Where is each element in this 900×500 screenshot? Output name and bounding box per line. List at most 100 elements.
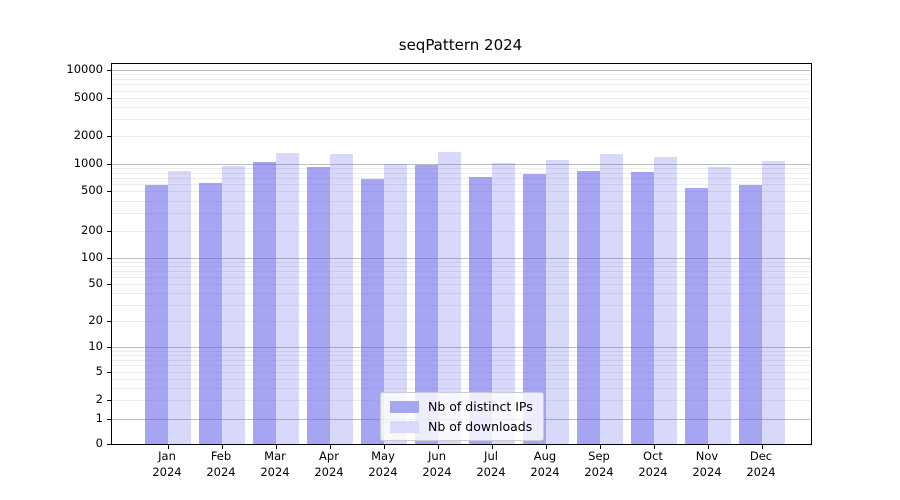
x-tick-mark: [708, 444, 709, 449]
y-tick-mark: [107, 136, 112, 137]
gridline-minor: [112, 387, 811, 389]
x-tick-label-mar: Mar 2024: [260, 449, 290, 479]
y-tick-label-1000: 1000: [73, 155, 103, 170]
gridline-major: [112, 347, 811, 348]
x-tick-label-sep: Sep 2024: [584, 449, 614, 479]
y-tick-label-10: 10: [88, 338, 103, 353]
y-tick-mark: [107, 231, 112, 232]
gridline-minor: [112, 350, 811, 352]
gridline-minor: [112, 372, 811, 373]
gridline-minor: [112, 321, 811, 322]
x-tick-mark: [492, 444, 493, 449]
gridline-minor: [112, 177, 811, 179]
y-tick-label-0: 0: [95, 435, 103, 450]
legend-swatch-distinct-ips: [390, 400, 419, 413]
y-tick-label-10000: 10000: [66, 61, 103, 76]
x-tick-mark: [168, 444, 169, 449]
y-tick-label-5000: 5000: [73, 89, 103, 104]
gridline-major: [112, 70, 811, 71]
bar-downloads-nov: [708, 166, 731, 444]
bar-distinct-ips-feb: [199, 182, 222, 444]
gridline-minor: [112, 84, 811, 86]
bar-distinct-ips-mar: [253, 162, 276, 444]
y-tick-label-500: 500: [81, 182, 103, 197]
x-tick-mark: [600, 444, 601, 449]
gridline-minor: [112, 191, 811, 192]
gridline-minor: [112, 359, 811, 361]
x-tick-label-nov: Nov 2024: [692, 449, 722, 479]
x-tick-mark: [438, 444, 439, 449]
gridline-major: [112, 164, 811, 165]
x-tick-label-may: May 2024: [368, 449, 398, 479]
gridline-minor: [112, 183, 811, 185]
legend-label-downloads: Nb of downloads: [428, 419, 533, 434]
y-tick-mark: [107, 372, 112, 373]
bar-distinct-ips-jan: [145, 185, 168, 444]
bar-downloads-feb: [222, 166, 245, 444]
y-tick-label-200: 200: [81, 222, 103, 237]
bar-downloads-jun: [438, 151, 461, 444]
y-tick-label-100: 100: [81, 249, 103, 264]
gridline-minor: [112, 277, 811, 279]
x-tick-mark: [384, 444, 385, 449]
y-tick-mark: [107, 70, 112, 71]
chart-title: seqPattern 2024: [398, 36, 523, 54]
bar-distinct-ips-dec: [739, 184, 762, 444]
bar-distinct-ips-apr: [307, 166, 330, 444]
x-tick-mark: [546, 444, 547, 449]
y-tick-label-20: 20: [88, 312, 103, 327]
bar-downloads-dec: [762, 160, 785, 444]
y-tick-label-50: 50: [88, 275, 103, 290]
bar-downloads-may: [384, 163, 407, 444]
gridline-minor: [112, 266, 811, 268]
x-tick-label-apr: Apr 2024: [314, 449, 344, 479]
gridline-minor: [112, 107, 811, 109]
gridline-minor: [112, 136, 811, 137]
legend-label-distinct-ips: Nb of distinct IPs: [428, 399, 533, 414]
bar-distinct-ips-aug: [523, 173, 546, 444]
y-tick-mark: [107, 444, 112, 445]
x-tick-mark: [330, 444, 331, 449]
gridline-minor: [112, 271, 811, 273]
bar-downloads-oct: [654, 157, 677, 444]
gridline-minor: [112, 293, 811, 294]
gridline-minor: [112, 284, 811, 285]
x-tick-label-aug: Aug 2024: [530, 449, 560, 479]
gridline-minor: [112, 90, 811, 92]
y-tick-mark: [107, 164, 112, 165]
y-tick-mark: [107, 98, 112, 99]
x-tick-mark: [222, 444, 223, 449]
y-tick-label-5: 5: [95, 363, 103, 378]
legend-swatch-downloads: [390, 420, 419, 433]
bar-downloads-aug: [546, 160, 569, 444]
x-tick-label-jun: Jun 2024: [422, 449, 452, 479]
y-tick-label-1: 1: [95, 410, 103, 425]
x-tick-label-oct: Oct 2024: [638, 449, 668, 479]
gridline-major: [112, 258, 811, 259]
x-tick-label-jul: Jul 2024: [476, 449, 506, 479]
legend-row-distinct-ips: Nb of distinct IPs: [390, 399, 533, 414]
gridline-minor: [112, 378, 811, 380]
gridline-minor: [112, 79, 811, 80]
x-tick-label-feb: Feb 2024: [206, 449, 236, 479]
bar-downloads-sep: [600, 154, 623, 444]
gridline-minor: [112, 262, 811, 263]
bar-distinct-ips-jun: [415, 165, 438, 444]
y-tick-label-2000: 2000: [73, 127, 103, 142]
gridline-minor: [112, 168, 811, 170]
y-tick-mark: [107, 347, 112, 348]
bar-downloads-jan: [168, 170, 191, 444]
gridline-minor: [112, 213, 811, 215]
y-tick-mark: [107, 284, 112, 285]
y-tick-mark: [107, 258, 112, 259]
y-tick-mark: [107, 419, 112, 420]
bar-distinct-ips-sep: [577, 171, 600, 444]
gridline-minor: [112, 200, 811, 202]
y-tick-mark: [107, 400, 112, 401]
gridline-minor: [112, 74, 811, 76]
x-tick-mark: [762, 444, 763, 449]
x-tick-label-jan: Jan 2024: [152, 449, 182, 479]
bar-downloads-mar: [276, 153, 299, 444]
gridline-minor: [112, 365, 811, 367]
